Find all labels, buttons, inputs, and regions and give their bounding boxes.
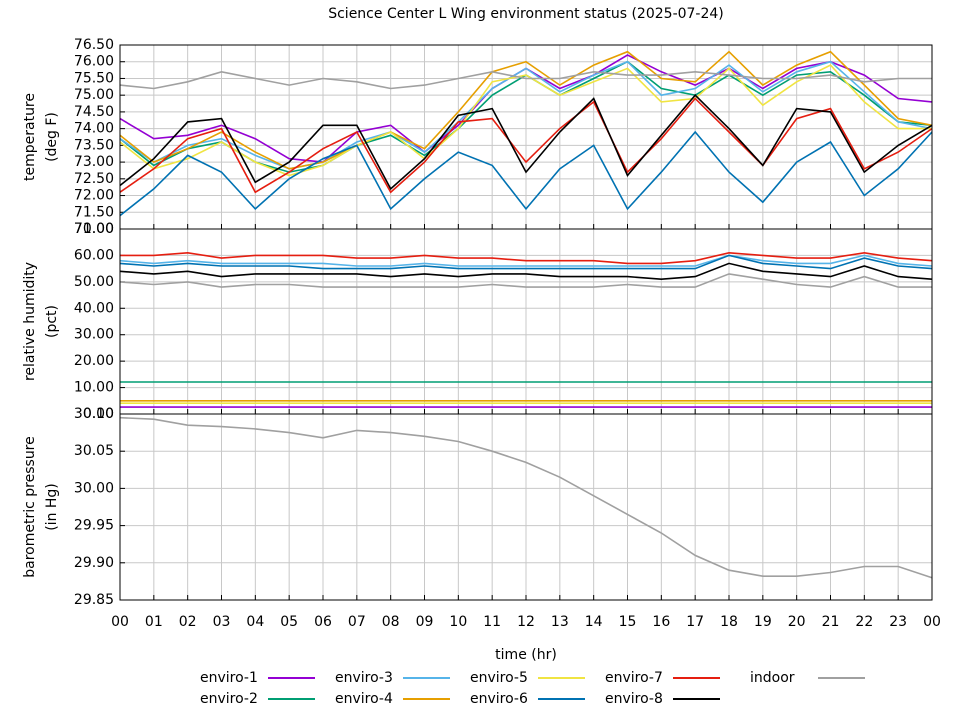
x-tick-label: 14 xyxy=(585,614,603,630)
y-tick-label: 75.00 xyxy=(74,87,114,103)
x-tick-label: 15 xyxy=(619,614,637,630)
y-tick-label: 76.00 xyxy=(74,54,114,70)
y-tick-label: 73.50 xyxy=(74,137,114,153)
x-tick-label: 17 xyxy=(686,614,704,630)
x-tick-label: 21 xyxy=(822,614,840,630)
series-line xyxy=(120,251,933,265)
x-tick-label: 08 xyxy=(382,614,400,630)
x-tick-label: 04 xyxy=(246,614,264,630)
series-line xyxy=(119,273,932,288)
x-tick-label: 03 xyxy=(213,614,231,630)
y-tick-label: 30.05 xyxy=(74,443,114,459)
series-line xyxy=(119,50,933,170)
y-tick-label: 70.00 xyxy=(74,221,114,237)
x-tick-label: 22 xyxy=(855,614,873,630)
x-tick-label: 00 xyxy=(923,614,941,630)
series-line xyxy=(119,94,933,191)
x-tick-label: 05 xyxy=(280,614,298,630)
series-line xyxy=(119,64,932,177)
y-tick-label: 30.10 xyxy=(74,406,114,422)
legend-label: enviro-5 xyxy=(470,670,528,686)
series-line xyxy=(119,60,933,170)
x-axis-title: time (hr) xyxy=(495,647,557,663)
series-line xyxy=(119,130,933,217)
y-tick-label: 29.90 xyxy=(74,555,114,571)
y-tick-label: 71.00 xyxy=(74,221,114,237)
x-tick-label: 01 xyxy=(145,614,163,630)
x-tick-label: 16 xyxy=(652,614,670,630)
x-tick-label: 20 xyxy=(788,614,806,630)
y-tick-label: 73.00 xyxy=(74,154,114,170)
x-tick-label: 10 xyxy=(449,614,467,630)
series-line xyxy=(119,416,933,579)
series-line xyxy=(119,97,933,194)
y-tick-label: 0.00 xyxy=(83,406,114,422)
legend-label: enviro-1 xyxy=(200,670,258,686)
y-tick-label: 76.50 xyxy=(74,37,114,53)
x-tick-label: 00 xyxy=(111,614,129,630)
y-tick-label: 74.00 xyxy=(74,121,114,137)
chart-title: Science Center L Wing environment status… xyxy=(328,6,724,22)
x-tick-label: 02 xyxy=(179,614,197,630)
legend-label: enviro-2 xyxy=(200,691,258,707)
y-tick-label: 20.00 xyxy=(74,353,114,369)
legend-label: enviro-7 xyxy=(605,670,663,686)
y-tick-label: 50.00 xyxy=(74,274,114,290)
series-line xyxy=(119,254,933,270)
y-tick-label: 71.50 xyxy=(74,204,114,220)
x-tick-label: 06 xyxy=(314,614,332,630)
y-tick-label: 30.00 xyxy=(74,327,114,343)
y-axis-title: barometric pressure xyxy=(22,436,38,577)
x-tick-label: 13 xyxy=(551,614,569,630)
x-tick-label: 07 xyxy=(348,614,366,630)
x-tick-label: 12 xyxy=(517,614,535,630)
y-axis-title: (deg F) xyxy=(44,112,60,162)
y-tick-label: 75.50 xyxy=(74,70,114,86)
x-tick-label: 19 xyxy=(754,614,772,630)
y-tick-label: 40.00 xyxy=(74,300,114,316)
y-tick-label: 74.50 xyxy=(74,104,114,120)
x-tick-label: 11 xyxy=(483,614,501,630)
x-tick-label: 23 xyxy=(889,614,907,630)
legend-label: enviro-4 xyxy=(335,691,393,707)
legend-label: enviro-3 xyxy=(335,670,393,686)
plot-frame xyxy=(119,413,933,601)
y-axis-title: temperature xyxy=(22,93,38,181)
series-line xyxy=(119,254,933,267)
legend-label: enviro-8 xyxy=(605,691,663,707)
y-tick-label: 60.00 xyxy=(74,247,114,263)
legend-label: enviro-6 xyxy=(470,691,528,707)
y-axis-title: relative humidity xyxy=(22,262,38,381)
x-tick-label: 18 xyxy=(720,614,738,630)
y-axis-title: (in Hg) xyxy=(44,483,60,531)
y-axis-title: (pct) xyxy=(44,305,60,338)
y-tick-label: 30.00 xyxy=(74,480,114,496)
legend-label: indoor xyxy=(750,670,795,686)
y-tick-label: 72.50 xyxy=(74,171,114,187)
y-tick-label: 10.00 xyxy=(74,380,114,396)
y-tick-label: 72.00 xyxy=(74,188,114,204)
series-line xyxy=(119,70,932,90)
series-line xyxy=(119,262,933,281)
y-tick-label: 29.95 xyxy=(74,518,114,534)
y-tick-label: 29.85 xyxy=(74,592,114,608)
x-tick-label: 09 xyxy=(416,614,434,630)
